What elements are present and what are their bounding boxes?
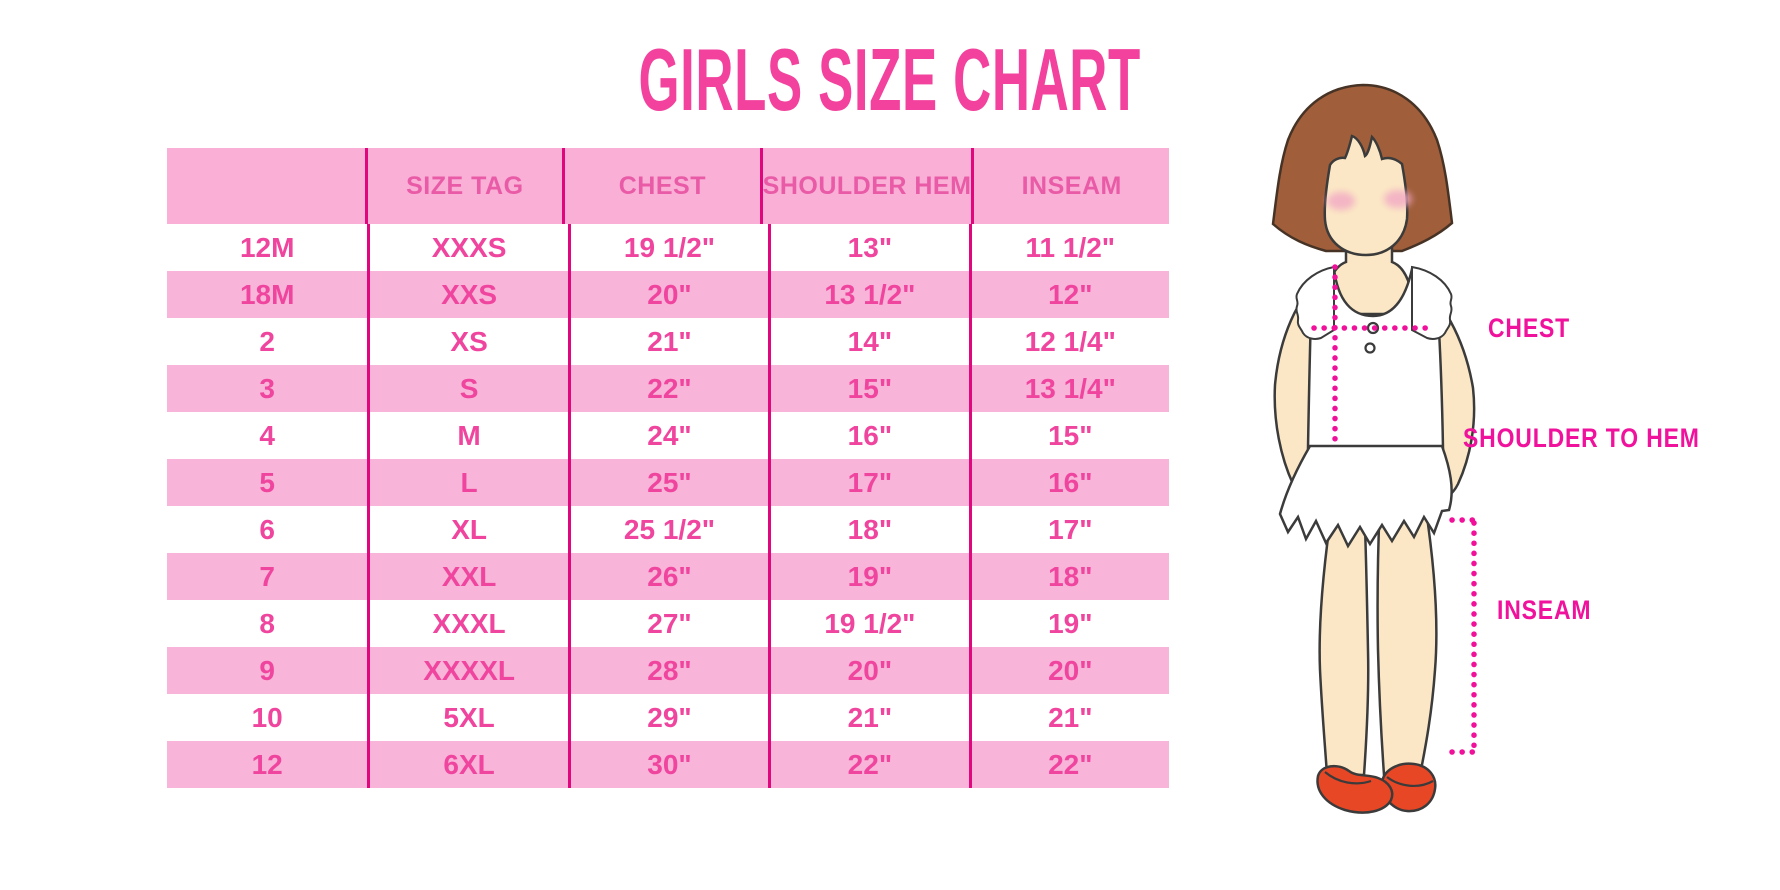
- table-cell: 22": [968, 741, 1169, 788]
- table-cell: 24": [567, 412, 768, 459]
- column-header-size-tag: SIZE TAG: [364, 148, 563, 224]
- table-cell: 25": [567, 459, 768, 506]
- table-header-row: SIZE TAG CHEST SHOULDER HEM INSEAM: [167, 148, 1169, 224]
- right-shoe-strap: [1386, 776, 1434, 787]
- table-cell: 22": [567, 365, 768, 412]
- table-cell: 12": [968, 271, 1169, 318]
- table-cell: 17": [768, 459, 968, 506]
- page-title-text: GIRLS SIZE CHART: [638, 30, 1142, 129]
- table-row: 12M XXXS 19 1/2" 13" 11 1/2": [167, 224, 1169, 271]
- table-cell: 6XL: [367, 741, 567, 788]
- dress-button-bottom: [1364, 342, 1376, 354]
- table-row: 3 S 22" 15" 13 1/4": [167, 365, 1169, 412]
- table-row: 2 XS 21" 14" 12 1/4": [167, 318, 1169, 365]
- table-row: 5 L 25" 17" 16": [167, 459, 1169, 506]
- table-cell: 29": [567, 694, 768, 741]
- size-table: SIZE TAG CHEST SHOULDER HEM INSEAM 12M XXXS 19…: [167, 148, 1169, 788]
- table-cell: 13 1/2": [768, 271, 968, 318]
- table-cell: L: [367, 459, 567, 506]
- table-cell: 21": [968, 694, 1169, 741]
- table-cell: XXXS: [367, 224, 567, 271]
- table-cell: 5XL: [367, 694, 567, 741]
- table-row: 6 XL 25 1/2" 18" 17": [167, 506, 1169, 553]
- table-cell: 12 1/4": [968, 318, 1169, 365]
- table-cell: XXS: [367, 271, 567, 318]
- table-cell: M: [367, 412, 567, 459]
- table-cell: 26": [567, 553, 768, 600]
- table-cell: 19": [968, 600, 1169, 647]
- right-leg: [1376, 495, 1438, 777]
- table-cell: XXXL: [367, 600, 567, 647]
- table-row: 4 M 24" 16" 15": [167, 412, 1169, 459]
- chest-label: CHEST: [1488, 313, 1571, 343]
- table-cell: 11 1/2": [968, 224, 1169, 271]
- column-header-shoulder-hem: SHOULDER HEM: [759, 148, 972, 224]
- measurement-diagram: CHEST SHOULDER TO HEM INSEAM: [1230, 40, 1780, 890]
- table-cell: 10: [251, 701, 283, 733]
- table-cell: XS: [367, 318, 567, 365]
- table-cell: 16": [968, 459, 1169, 506]
- table-cell: 18M: [239, 278, 295, 310]
- table-cell: 19 1/2": [567, 224, 768, 271]
- table-cell: 21": [567, 318, 768, 365]
- table-cell: 14": [768, 318, 968, 365]
- table-cell: 22": [768, 741, 968, 788]
- table-cell: 28": [567, 647, 768, 694]
- table-cell: 18": [968, 553, 1169, 600]
- table-row: 18M XXS 20" 13 1/2" 12": [167, 271, 1169, 318]
- dress-skirt: [1278, 444, 1453, 549]
- column-header-empty: [167, 148, 365, 224]
- table-cell: 3: [259, 372, 275, 404]
- table-cell: 19": [768, 553, 968, 600]
- table-cell: 15": [768, 365, 968, 412]
- table-row: 7 XXL 26" 19" 18": [167, 553, 1169, 600]
- right-shoe: [1380, 762, 1437, 813]
- table-cell: 20": [567, 271, 768, 318]
- table-cell: 13": [768, 224, 968, 271]
- table-cell: 19 1/2": [768, 600, 968, 647]
- table-cell: 27": [567, 600, 768, 647]
- right-sleeve-ruffle: [1411, 265, 1453, 340]
- column-header-inseam: INSEAM: [971, 148, 1169, 224]
- table-cell: 17": [968, 506, 1169, 553]
- table-row: 10 5XL 29" 21" 21": [167, 694, 1169, 741]
- table-cell: 13 1/4": [968, 365, 1169, 412]
- page-title: GIRLS SIZE CHART: [0, 36, 1780, 126]
- table-cell: 8: [259, 607, 275, 639]
- table-cell: 2: [259, 325, 275, 357]
- inseam-label: INSEAM: [1497, 595, 1592, 625]
- girl-illustration: [1271, 83, 1481, 814]
- table-cell: 18": [768, 506, 968, 553]
- table-cell: 5: [259, 466, 275, 498]
- table-cell: 4: [259, 419, 275, 451]
- table-row: 8 XXXL 27" 19 1/2" 19": [167, 600, 1169, 647]
- table-cell: 16": [768, 412, 968, 459]
- left-cheek-blush: [1327, 192, 1355, 210]
- table-cell: 21": [768, 694, 968, 741]
- left-shoe-strap: [1324, 771, 1372, 785]
- table-cell: 7: [259, 560, 275, 592]
- table-cell: 25 1/2": [567, 506, 768, 553]
- table-cell: 20": [768, 647, 968, 694]
- shoulder-to-hem-label: SHOULDER TO HEM: [1463, 423, 1700, 453]
- right-cheek-blush: [1384, 190, 1412, 208]
- face: [1323, 134, 1409, 257]
- table-cell: S: [367, 365, 567, 412]
- table-cell: 12: [251, 748, 283, 780]
- table-cell: 12M: [239, 231, 295, 263]
- table-cell: 30": [567, 741, 768, 788]
- table-cell: 6: [259, 513, 275, 545]
- column-header-chest: CHEST: [562, 148, 760, 224]
- left-shoe: [1316, 764, 1394, 814]
- table-cell: 15": [968, 412, 1169, 459]
- table-cell: XL: [367, 506, 567, 553]
- table-cell: XXL: [367, 553, 567, 600]
- table-row: 12 6XL 30" 22" 22": [167, 741, 1169, 788]
- table-row: 9 XXXXL 28" 20" 20": [167, 647, 1169, 694]
- table-cell: XXXXL: [367, 647, 567, 694]
- left-sleeve-ruffle: [1295, 265, 1335, 340]
- table-cell: 20": [968, 647, 1169, 694]
- table-cell: 9: [259, 654, 275, 686]
